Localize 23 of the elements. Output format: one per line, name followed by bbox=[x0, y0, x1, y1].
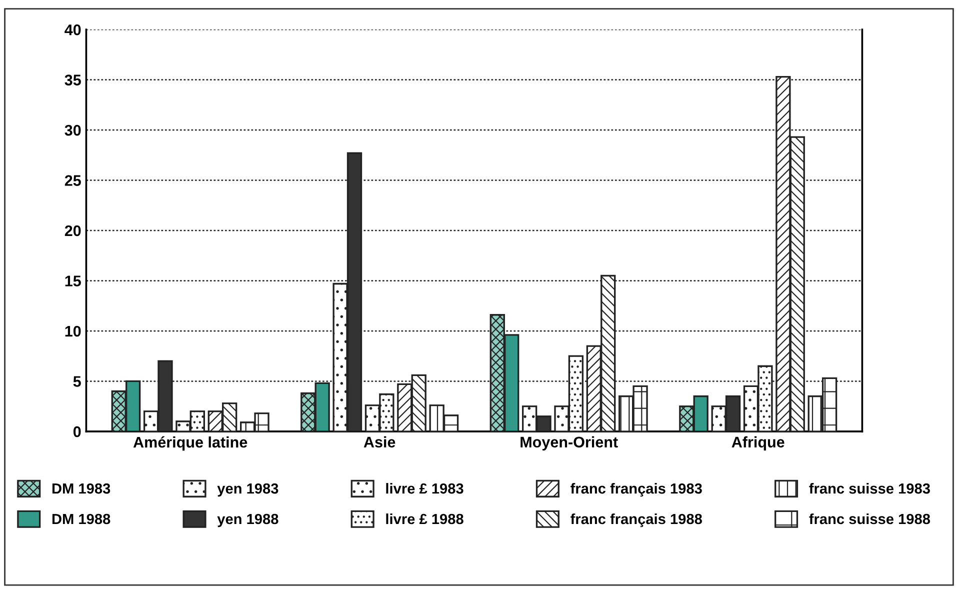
y-tick-label: 5 bbox=[73, 376, 81, 387]
y-tick-label: 30 bbox=[64, 124, 81, 136]
x-tick-label: Asie bbox=[364, 436, 396, 448]
y-tick-label: 40 bbox=[64, 24, 81, 36]
y-tick-label: 25 bbox=[64, 175, 81, 186]
legend-label: DM 1988 bbox=[52, 514, 110, 524]
x-tick-label: Afrique bbox=[732, 436, 784, 451]
legend-label: DM 1983 bbox=[52, 483, 110, 494]
x-tick-label: Amérique latine bbox=[133, 436, 248, 451]
y-tick-label: 20 bbox=[64, 225, 81, 236]
legend-label: franc français 1983 bbox=[570, 482, 702, 497]
legend-label: franc suisse 1988 bbox=[809, 513, 930, 524]
y-tick-label: 0 bbox=[73, 426, 81, 438]
y-tick-label: 10 bbox=[65, 326, 81, 337]
legend-label: livre £ 1983 bbox=[386, 482, 464, 494]
y-tick-label: 35 bbox=[64, 74, 81, 86]
legend-label: franc français 1988 bbox=[570, 513, 702, 528]
legend-label: franc suisse 1983 bbox=[809, 482, 930, 494]
legend-label: yen 1983 bbox=[217, 483, 278, 497]
x-tick-label: Moyen-Orient bbox=[520, 436, 618, 451]
legend-label: livre £ 1988 bbox=[386, 513, 464, 524]
y-tick-label: 15 bbox=[65, 276, 81, 286]
legend-label: yen 1988 bbox=[217, 514, 278, 528]
